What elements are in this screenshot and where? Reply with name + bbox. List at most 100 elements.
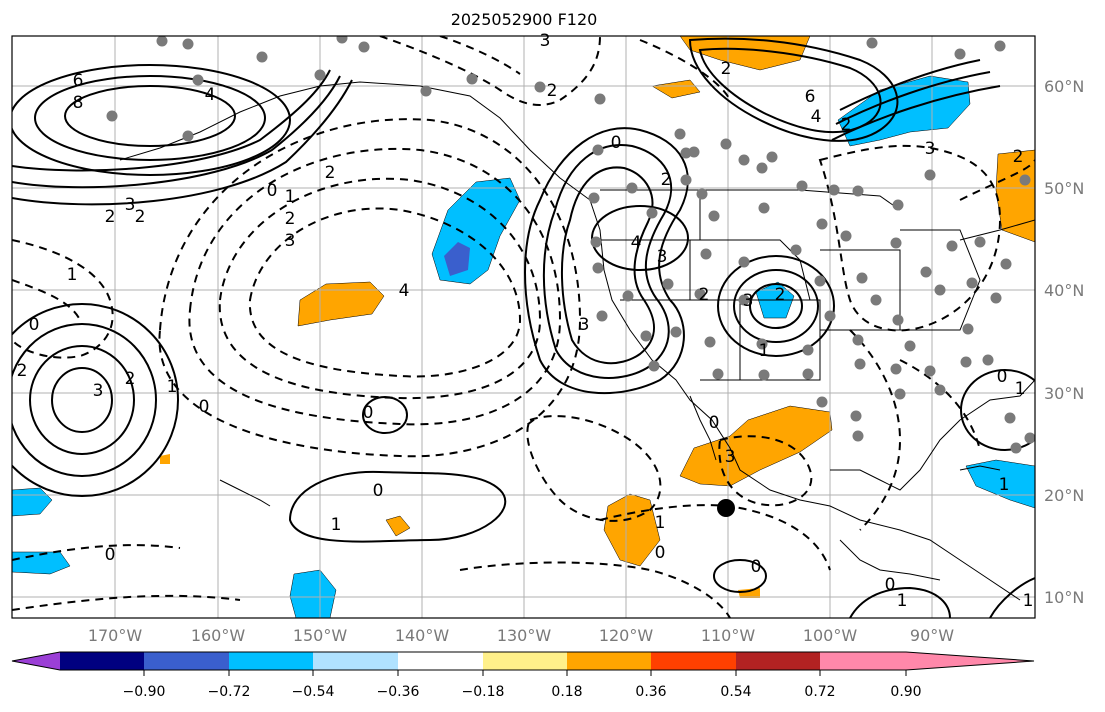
contour-label: 2 bbox=[125, 369, 136, 389]
lon-label-110w: 110°W bbox=[700, 626, 756, 645]
contour-label: 1 bbox=[1023, 591, 1034, 611]
contour-label: 0 bbox=[709, 413, 720, 433]
shaded-regions bbox=[12, 36, 1035, 618]
contour-label: 1 bbox=[759, 341, 770, 361]
lon-label-160w: 160°W bbox=[190, 626, 246, 645]
contour-label: 4 bbox=[631, 233, 642, 253]
contour-label: 2 bbox=[1013, 147, 1024, 167]
contour-label: 1 bbox=[167, 377, 178, 397]
contour-label: 0 bbox=[611, 133, 622, 153]
colorbar-segment-2 bbox=[144, 652, 229, 670]
contour-label: 0 bbox=[997, 367, 1008, 387]
lat-label-30n: 30°N bbox=[1044, 384, 1085, 403]
lat-label-50n: 50°N bbox=[1044, 179, 1085, 198]
contour-label: 3 bbox=[743, 291, 754, 311]
lon-label-100w: 100°W bbox=[802, 626, 858, 645]
contour-label: 2 bbox=[17, 361, 28, 381]
contour-label: 3 bbox=[925, 139, 936, 159]
lon-label-90w: 90°W bbox=[909, 626, 955, 645]
contour-label: 1 bbox=[897, 591, 908, 611]
contour-label: 2 bbox=[285, 209, 296, 229]
lon-label-140w: 140°W bbox=[394, 626, 450, 645]
contours-dashed bbox=[12, 36, 1035, 618]
colorbar-tick-label: −0.36 bbox=[376, 684, 420, 700]
lon-label-130w: 130°W bbox=[496, 626, 552, 645]
station-dots bbox=[106, 36, 1035, 454]
contour-label: 4 bbox=[811, 107, 822, 127]
contour-label: 1 bbox=[331, 515, 342, 535]
contour-label: 3 bbox=[540, 31, 551, 51]
colorbar-segment-7 bbox=[567, 652, 651, 670]
contour-label: 2 bbox=[325, 163, 336, 183]
contour-label: 2 bbox=[105, 207, 116, 227]
colorbar-segment-3 bbox=[229, 652, 313, 670]
lat-label-60n: 60°N bbox=[1044, 77, 1085, 96]
colorbar-segment-1 bbox=[60, 652, 144, 670]
colorbar-segment-10 bbox=[820, 652, 906, 670]
colorbar-tick-label: −0.72 bbox=[207, 684, 251, 700]
contour-label: 6 bbox=[73, 71, 84, 91]
contour-label: 2 bbox=[661, 170, 672, 190]
colorbar-tick-label: 0.54 bbox=[720, 684, 752, 700]
black-dot-marker bbox=[717, 499, 735, 517]
colorbar-segment-6 bbox=[483, 652, 567, 670]
contour-label: 3 bbox=[285, 231, 296, 251]
contour-label: 4 bbox=[399, 281, 410, 301]
contour-label: 0 bbox=[655, 543, 666, 563]
contour-label: 0 bbox=[885, 575, 896, 595]
orange-shade-tiny-1 bbox=[385, 515, 411, 537]
contour-label: 2 bbox=[841, 115, 852, 135]
contour-label: 2 bbox=[699, 285, 710, 305]
contour-label: 1 bbox=[1015, 379, 1026, 399]
colorbar-segment-8 bbox=[651, 652, 736, 670]
contour-label: 2 bbox=[721, 59, 732, 79]
contour-label: 0 bbox=[199, 397, 210, 417]
contour-label: 1 bbox=[999, 475, 1010, 495]
blue-shade-gulf bbox=[965, 459, 1035, 509]
lat-label-20n: 20°N bbox=[1044, 486, 1085, 505]
orange-shade-tiny-3 bbox=[738, 588, 760, 598]
contour-label: 2 bbox=[775, 285, 786, 305]
colorbar bbox=[11, 651, 1035, 676]
orange-shade-east bbox=[995, 149, 1035, 243]
lon-label-170w: 170°W bbox=[87, 626, 143, 645]
contour-label: 8 bbox=[73, 93, 84, 113]
contours-solid bbox=[12, 37, 1035, 618]
contour-label: 1 bbox=[67, 265, 78, 285]
lat-label-40n: 40°N bbox=[1044, 281, 1085, 300]
contour-label: 0 bbox=[267, 181, 278, 201]
contour-label-group: 6 8 4 3 2 2 0 1 2 3 3 2 1 0 1 0 2 3 0 1 … bbox=[17, 31, 1034, 611]
lon-label-120w: 120°W bbox=[598, 626, 654, 645]
colorbar-segment-9 bbox=[736, 652, 820, 670]
contour-label: 3 bbox=[725, 447, 736, 467]
colorbar-segment-11 bbox=[906, 652, 1034, 670]
colorbar-tick-label: 0.90 bbox=[890, 684, 922, 700]
colorbar-segment-4 bbox=[313, 652, 398, 670]
contour-label: 2 bbox=[135, 207, 146, 227]
contour-label: 2 bbox=[547, 81, 558, 101]
contour-label: 3 bbox=[125, 195, 136, 215]
coastlines bbox=[119, 81, 1035, 601]
colorbar-tick-label: −0.90 bbox=[122, 684, 166, 700]
colorbar-tick-label: −0.18 bbox=[461, 684, 505, 700]
contour-label: 1 bbox=[285, 187, 296, 207]
colorbar-tick-label: 0.36 bbox=[635, 684, 667, 700]
contour-label: 0 bbox=[105, 545, 116, 565]
lat-label-10n: 10°N bbox=[1044, 588, 1085, 607]
contour-label: 3 bbox=[93, 381, 104, 401]
lon-label-150w: 150°W bbox=[292, 626, 348, 645]
colorbar-tick-label: 0.18 bbox=[551, 684, 583, 700]
map-title: 2025052900 F120 bbox=[450, 10, 598, 29]
colorbar-segment-5 bbox=[398, 652, 483, 670]
contour-label: 0 bbox=[373, 481, 384, 501]
map-frame bbox=[11, 35, 1036, 619]
orange-shade-small bbox=[651, 79, 701, 99]
contour-label: 0 bbox=[363, 403, 374, 423]
contour-label: 0 bbox=[751, 557, 762, 577]
colorbar-tick-label: −0.54 bbox=[291, 684, 335, 700]
contour-label: 1 bbox=[655, 513, 666, 533]
contour-label: 3 bbox=[579, 315, 590, 335]
colorbar-segment-0 bbox=[12, 652, 60, 670]
darkblue-shade-pacific bbox=[444, 242, 470, 276]
